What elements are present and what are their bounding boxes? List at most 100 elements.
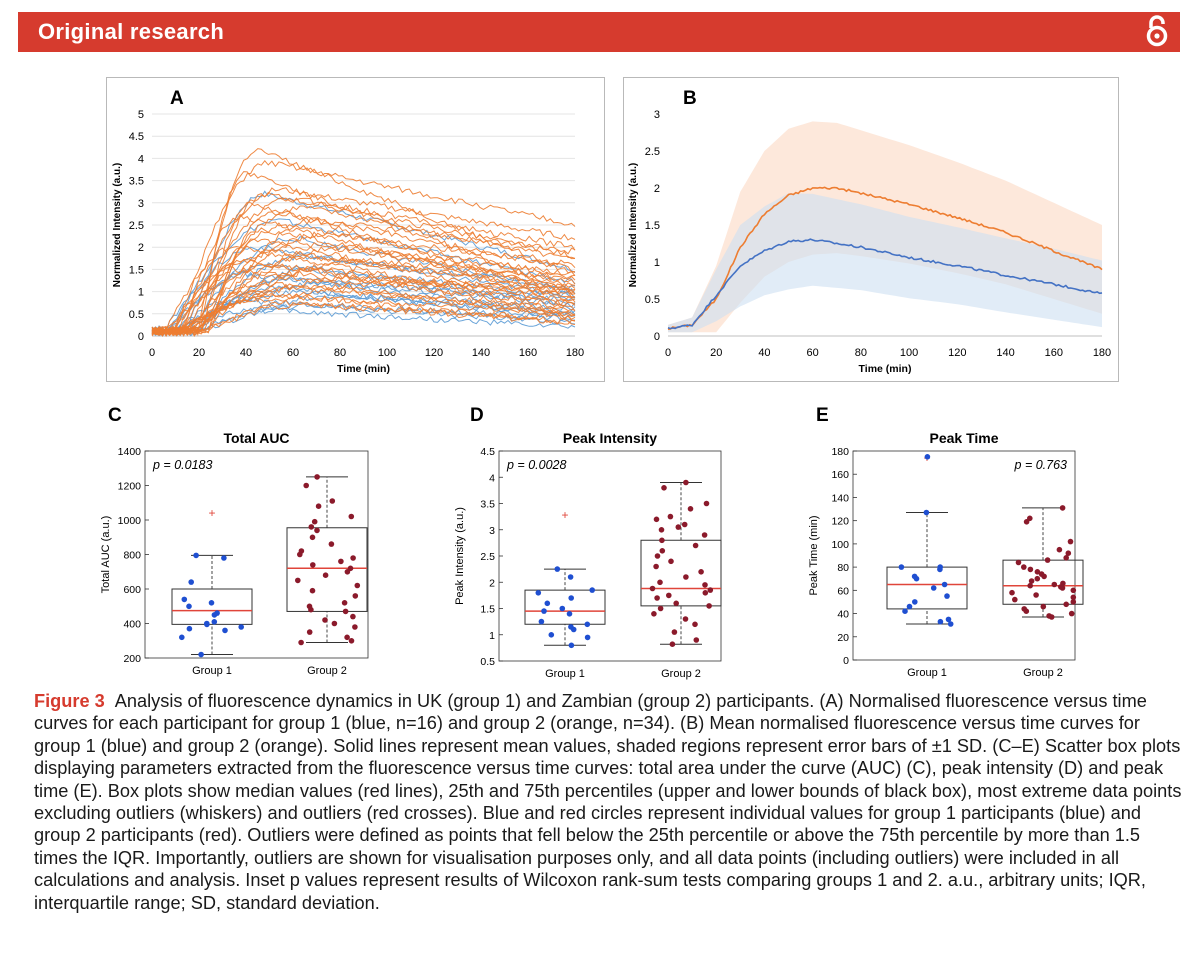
data-point-d [702, 582, 708, 588]
ytick-label-b: 0 [654, 331, 660, 343]
data-point-e [1040, 603, 1047, 610]
data-point-e [1027, 566, 1034, 573]
curve-group2-a [151, 293, 576, 335]
y-axis-label-a: Normalized Intensity (a.u.) [112, 163, 123, 287]
data-point-c [186, 603, 192, 610]
data-point-e [1046, 613, 1052, 619]
box-c [286, 527, 368, 612]
data-point-e [1009, 589, 1015, 596]
curve-group2-a [151, 301, 576, 337]
ytick-label-d: 0.5 [480, 656, 495, 668]
data-point-d [669, 641, 676, 647]
data-point-c [329, 498, 336, 504]
xtick-label-a: 140 [472, 347, 490, 359]
curve-group2-a [151, 280, 576, 336]
p-value-d: p = 0.0028 [506, 458, 566, 472]
data-point-e [1063, 555, 1069, 561]
data-point-e [1060, 580, 1066, 587]
data-point-d [657, 605, 664, 612]
data-point-e [1027, 515, 1033, 522]
curve-group1-a [151, 307, 576, 333]
data-point-c [331, 620, 338, 627]
data-point-d [693, 637, 700, 643]
data-point-e [1044, 557, 1051, 563]
xtick-label-b: 0 [665, 347, 671, 359]
data-point-d [559, 605, 566, 612]
curve-group2-a [151, 249, 576, 335]
data-point-d [661, 485, 667, 491]
p-value-e: p = 0.763 [1014, 458, 1068, 472]
curve-group2-a [151, 211, 576, 336]
chart-title-c: Total AUC [223, 430, 289, 446]
outlier-marker-c: + [208, 506, 215, 520]
data-point-c [342, 608, 349, 615]
panel-b-label: B [683, 88, 697, 109]
ytick-label-c: 800 [123, 550, 141, 562]
data-point-d [658, 527, 665, 533]
ytick-label-b: 2 [654, 183, 660, 195]
data-point-d [687, 506, 694, 512]
xtick-label-d: Group 1 [545, 668, 585, 680]
data-point-d [654, 595, 660, 601]
ytick-label-d: 2 [489, 577, 495, 589]
ytick-label-a: 4 [138, 153, 144, 165]
data-point-e [1034, 575, 1041, 582]
xtick-label-b: 100 [900, 347, 918, 359]
data-point-c [221, 555, 227, 561]
data-point-d [698, 569, 704, 575]
section-banner: Original research [18, 12, 1180, 52]
data-point-c [348, 638, 355, 644]
ytick-label-d: 1 [489, 630, 495, 642]
data-point-c [347, 565, 354, 572]
xtick-label-a: 0 [149, 347, 155, 359]
data-point-c [208, 600, 215, 606]
data-point-c [350, 613, 356, 620]
data-point-d [681, 521, 688, 528]
data-point-c [314, 527, 320, 534]
ytick-label-c: 400 [123, 619, 141, 631]
data-point-c [204, 620, 210, 627]
ytick-label-e: 160 [831, 469, 849, 481]
ytick-label-c: 1000 [118, 515, 142, 527]
ytick-label-a: 4.5 [129, 131, 144, 143]
plot-frame-e [852, 450, 1076, 661]
data-point-c [303, 482, 310, 489]
data-point-d [568, 642, 575, 649]
data-point-e [1065, 550, 1072, 556]
xtick-label-b: 40 [758, 347, 770, 359]
curve-group2-a [151, 257, 576, 335]
data-point-c [214, 610, 220, 616]
data-point-e [1021, 564, 1027, 570]
ytick-label-e: 140 [831, 492, 849, 504]
data-point-d [692, 621, 698, 628]
data-point-d [651, 611, 657, 617]
data-point-c [314, 474, 320, 480]
sd-band-group1-b [668, 193, 1102, 333]
section-title: Original research [38, 19, 225, 44]
ytick-label-d: 3 [489, 525, 495, 537]
data-point-e [947, 621, 954, 627]
ytick-label-c: 1200 [118, 481, 142, 493]
data-point-d [653, 563, 659, 570]
data-point-d [566, 611, 573, 617]
data-point-e [1012, 596, 1018, 603]
data-point-d [702, 590, 709, 596]
ytick-label-b: 1.5 [645, 220, 660, 232]
data-point-e [1059, 505, 1066, 511]
data-point-c [181, 596, 188, 603]
data-point-d [706, 603, 712, 609]
data-point-e [1063, 601, 1069, 608]
data-point-c [352, 593, 359, 599]
xtick-label-b: 20 [710, 347, 722, 359]
data-point-d [668, 558, 674, 565]
xtick-label-a: 100 [378, 347, 396, 359]
data-point-d [692, 542, 699, 549]
data-point-e [1067, 538, 1074, 545]
data-point-e [1068, 610, 1075, 617]
ytick-label-a: 0 [138, 331, 144, 343]
ytick-label-e: 80 [837, 562, 849, 574]
data-point-c [338, 558, 344, 565]
ytick-label-b: 2.5 [645, 146, 660, 158]
data-point-e [1070, 599, 1077, 605]
curve-group2-a [151, 205, 576, 334]
